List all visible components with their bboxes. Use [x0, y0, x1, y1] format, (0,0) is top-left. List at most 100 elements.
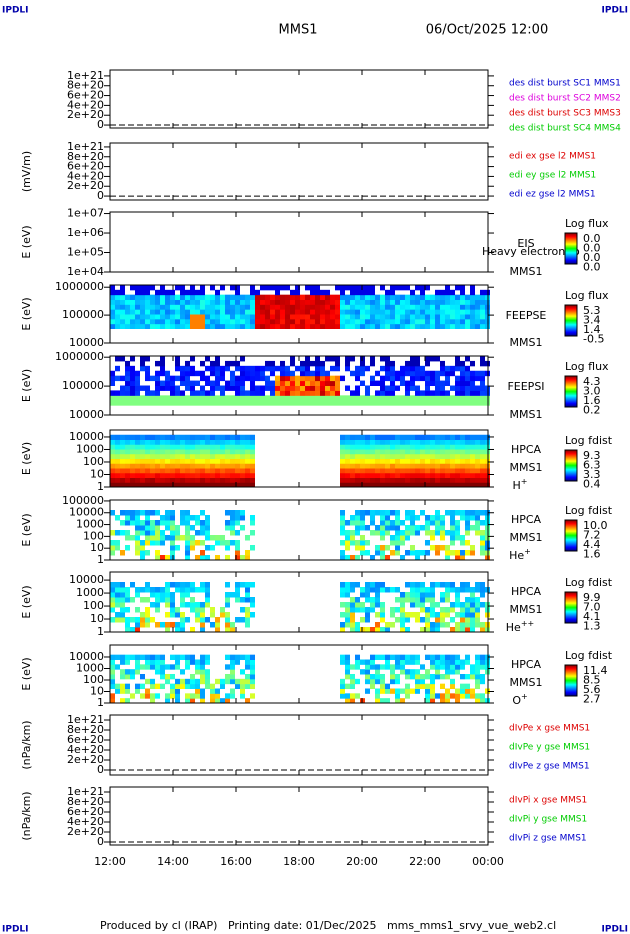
- spectrogram-cell: [430, 654, 435, 660]
- spectrogram-cell: [430, 515, 435, 521]
- y-tick-label: 2e+20: [67, 108, 104, 121]
- spectrogram-cell: [390, 622, 395, 628]
- spectrogram-cell: [400, 535, 405, 541]
- spectrogram-cell: [235, 458, 240, 464]
- spectrogram-cell: [245, 294, 250, 300]
- spectrogram-cell: [450, 294, 455, 300]
- spectrogram-cell: [460, 463, 465, 469]
- spectrogram-cell: [445, 582, 450, 588]
- spectrogram-cell: [130, 304, 135, 310]
- spectrogram-cell: [450, 587, 455, 593]
- spectrogram-cell: [260, 285, 265, 291]
- spectrogram-cell: [185, 318, 190, 325]
- spectrogram-cell: [275, 285, 280, 291]
- spectrogram-cell: [250, 309, 255, 315]
- spectrogram-cell: [380, 688, 385, 694]
- spectrogram-cell: [230, 669, 235, 675]
- spectrogram-cell: [250, 380, 255, 386]
- spectrogram-cell: [140, 525, 145, 531]
- spectrogram-cell: [110, 285, 115, 291]
- spectrogram-cell: [440, 458, 445, 464]
- spectrogram-cell: [240, 458, 245, 464]
- spectrogram-cell: [240, 395, 245, 401]
- spectrogram-cell: [290, 385, 295, 391]
- spectrogram-cell: [120, 617, 125, 623]
- spectrogram-cell: [375, 510, 380, 516]
- spectrogram-cell: [390, 285, 395, 291]
- spectrogram-cell: [305, 309, 310, 315]
- spectrogram-cell: [370, 360, 375, 367]
- spectrogram-cell: [405, 395, 410, 401]
- spectrogram-cell: [365, 669, 370, 675]
- spectrogram-cell: [375, 380, 380, 386]
- spectrogram-cell: [470, 664, 475, 670]
- spectrogram-cell: [225, 555, 230, 561]
- spectrogram-cell: [115, 612, 120, 618]
- colorbar-title: Log flux: [565, 217, 609, 230]
- spectrogram-cell: [350, 482, 355, 488]
- spectrogram-cell: [300, 390, 305, 396]
- spectrogram-cell: [375, 439, 380, 445]
- spectrogram-cell: [240, 654, 245, 660]
- spectrogram-cell: [120, 375, 125, 382]
- spectrogram-cell: [355, 294, 360, 300]
- spectrogram-cell: [370, 463, 375, 469]
- spectrogram-cell: [195, 390, 200, 396]
- spectrogram-cell: [345, 592, 350, 598]
- spectrogram-cell: [460, 360, 465, 367]
- spectrogram-cell: [480, 477, 485, 483]
- spectrogram-cell: [370, 458, 375, 464]
- spectrogram-cell: [140, 449, 145, 455]
- panel-frame: [109, 786, 489, 846]
- spectrogram-cell: [345, 674, 350, 680]
- spectrogram-cell: [180, 510, 185, 516]
- spectrogram-cell: [195, 318, 200, 325]
- spectrogram-cell: [180, 304, 185, 310]
- spectrogram-cell: [405, 453, 410, 459]
- spectrogram-cell: [370, 434, 375, 440]
- spectrogram-cell: [430, 678, 435, 685]
- spectrogram-cell: [155, 380, 160, 386]
- spectrogram-cell: [200, 617, 205, 623]
- spectrogram-cell: [440, 659, 445, 665]
- spectrogram-cell: [195, 304, 200, 310]
- spectrogram-cell: [140, 434, 145, 440]
- spectrogram-cell: [360, 617, 365, 623]
- spectrogram-cell: [120, 449, 125, 455]
- spectrogram-cell: [185, 370, 190, 377]
- spectrogram-cell: [110, 545, 115, 551]
- spectrogram-cell: [400, 607, 405, 613]
- spectrogram-cell: [180, 592, 185, 598]
- spectrogram-cell: [375, 323, 380, 329]
- spectrogram-cell: [290, 294, 295, 300]
- spectrogram-cell: [175, 299, 180, 305]
- spectrogram-cell: [145, 444, 150, 450]
- spectrogram-cell: [445, 318, 450, 325]
- spectrogram-cell: [135, 530, 140, 536]
- spectrogram-cell: [225, 627, 230, 633]
- y-tick-label: 1000000: [55, 280, 104, 293]
- spectrogram-cell: [150, 472, 155, 478]
- spectrogram-cell: [365, 592, 370, 598]
- spectrogram-cell: [455, 550, 460, 556]
- spectrogram-cell: [155, 683, 160, 689]
- spectrogram-cell: [135, 550, 140, 556]
- spectrogram-cell: [440, 535, 445, 541]
- spectrogram-cell: [245, 477, 250, 483]
- spectrogram-cell: [255, 318, 260, 325]
- spectrogram-cell: [370, 674, 375, 680]
- spectrogram-cell: [205, 449, 210, 455]
- spectrogram-cell: [415, 654, 420, 660]
- spectrogram-cell: [325, 289, 330, 296]
- spectrogram-cell: [210, 323, 215, 329]
- spectrogram-cell: [160, 458, 165, 464]
- spectrogram-cell: [165, 674, 170, 680]
- spectrogram-cell: [170, 683, 175, 689]
- spectrogram-cell: [335, 314, 340, 320]
- spectrogram-cell: [465, 458, 470, 464]
- spectrogram-cell: [290, 323, 295, 329]
- spectrogram-cell: [190, 678, 195, 685]
- spectrogram-cell: [180, 449, 185, 455]
- spectrogram-cell: [235, 380, 240, 386]
- spectrogram-cell: [175, 360, 180, 367]
